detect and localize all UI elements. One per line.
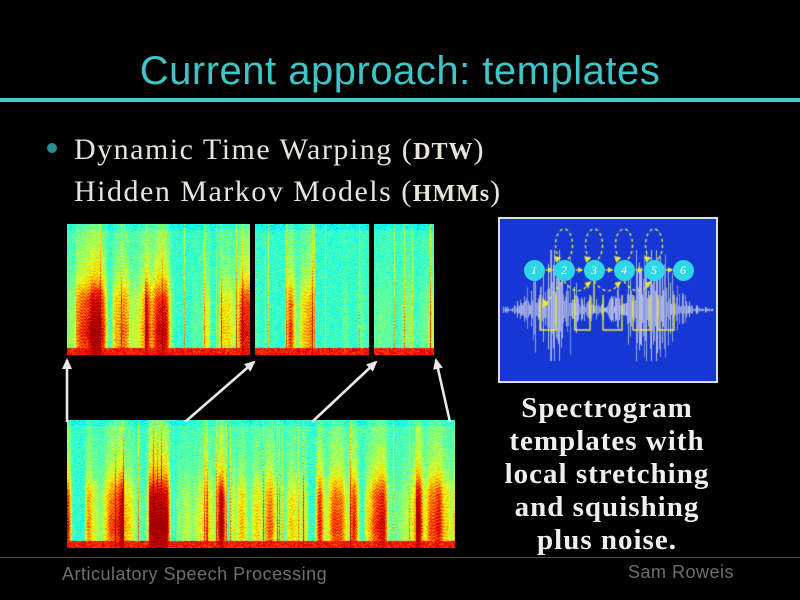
- footer-course-title: Articulatory Speech Processing: [62, 564, 328, 584]
- title-underline: [0, 98, 800, 102]
- bullet-line-2-pre: Hidden Markov Models (: [74, 175, 413, 208]
- warping-arrow-3: [311, 360, 378, 423]
- page-title: Current approach: templates: [139, 49, 661, 93]
- bullet-line-1-acronym: DTW: [413, 139, 474, 165]
- caption-line-3: local stretching: [504, 458, 710, 490]
- warping-arrows: [62, 358, 452, 423]
- hmm-state-3: 3: [583, 259, 605, 281]
- hmm-state-6: 6: [672, 259, 694, 281]
- caption-line-4: and squishing: [514, 491, 700, 523]
- caption: Spectrogram templates with local stretch…: [470, 392, 744, 557]
- caption-line-2: templates with: [509, 425, 705, 457]
- bullet-line-1: Dynamic Time Warping (DTW): [74, 130, 594, 172]
- bullet-line-1-post: ): [473, 133, 486, 166]
- spectrogram-utterance: [67, 420, 455, 548]
- bullet-line-1-pre: Dynamic Time Warping (: [74, 133, 414, 166]
- hmm-state-2: 2: [553, 259, 575, 281]
- hmm-state-4: 4: [613, 259, 635, 281]
- hmm-state-1: 1: [523, 259, 545, 281]
- bullet-dot: [47, 143, 57, 153]
- warping-arrow-2: [184, 360, 256, 423]
- warping-arrow-4: [433, 358, 452, 423]
- spectrogram-template-1: [67, 224, 250, 355]
- bullet-line-2: Hidden Markov Models (HMMs): [74, 172, 594, 214]
- hmm-waveform-canvas: [500, 219, 716, 381]
- spectrogram-template-3: [374, 224, 434, 355]
- bullet-line-2-acronym: HMMs: [412, 181, 491, 207]
- footer-author: Sam Roweis: [627, 562, 734, 582]
- footer-divider: [0, 557, 800, 558]
- bullet-text: Dynamic Time Warping (DTW) Hidden Markov…: [74, 130, 594, 214]
- hmm-state-5: 5: [643, 259, 665, 281]
- bullet-line-2-post: ): [490, 175, 502, 208]
- caption-line-1: Spectrogram: [521, 392, 693, 424]
- caption-line-5: plus noise.: [537, 524, 677, 556]
- spectrogram-template-2: [255, 224, 369, 355]
